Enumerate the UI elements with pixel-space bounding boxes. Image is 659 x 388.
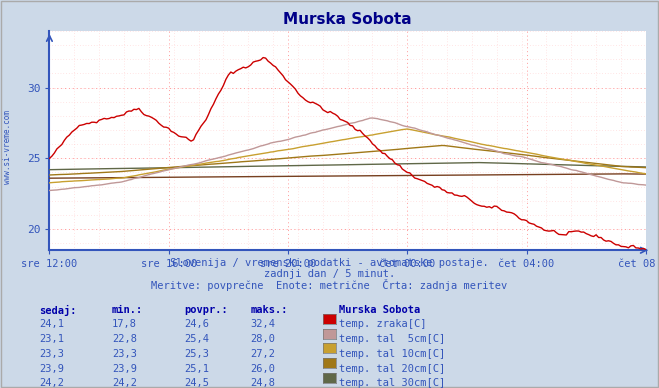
Text: 23,3: 23,3 <box>40 349 65 359</box>
Text: maks.:: maks.: <box>250 305 288 315</box>
Text: min.:: min.: <box>112 305 143 315</box>
Text: 23,9: 23,9 <box>112 364 137 374</box>
Text: povpr.:: povpr.: <box>185 305 228 315</box>
Text: 26,0: 26,0 <box>250 364 275 374</box>
Text: 17,8: 17,8 <box>112 319 137 329</box>
Text: 24,5: 24,5 <box>185 378 210 388</box>
Text: 25,3: 25,3 <box>185 349 210 359</box>
Text: 24,6: 24,6 <box>185 319 210 329</box>
Text: temp. tal 30cm[C]: temp. tal 30cm[C] <box>339 378 445 388</box>
Text: 23,1: 23,1 <box>40 334 65 344</box>
Text: 25,4: 25,4 <box>185 334 210 344</box>
Text: 23,9: 23,9 <box>40 364 65 374</box>
Text: 32,4: 32,4 <box>250 319 275 329</box>
Text: www.si-vreme.com: www.si-vreme.com <box>3 111 13 184</box>
Text: Murska Sobota: Murska Sobota <box>339 305 420 315</box>
Text: temp. tal  5cm[C]: temp. tal 5cm[C] <box>339 334 445 344</box>
Text: 24,2: 24,2 <box>40 378 65 388</box>
Text: 24,2: 24,2 <box>112 378 137 388</box>
Text: 22,8: 22,8 <box>112 334 137 344</box>
Title: Murska Sobota: Murska Sobota <box>283 12 412 27</box>
Text: temp. tal 10cm[C]: temp. tal 10cm[C] <box>339 349 445 359</box>
Text: 23,3: 23,3 <box>112 349 137 359</box>
Text: temp. zraka[C]: temp. zraka[C] <box>339 319 427 329</box>
Text: sedaj:: sedaj: <box>40 305 77 315</box>
Text: 25,1: 25,1 <box>185 364 210 374</box>
Text: zadnji dan / 5 minut.: zadnji dan / 5 minut. <box>264 269 395 279</box>
Text: 28,0: 28,0 <box>250 334 275 344</box>
Text: 24,8: 24,8 <box>250 378 275 388</box>
Text: temp. tal 20cm[C]: temp. tal 20cm[C] <box>339 364 445 374</box>
Text: 24,1: 24,1 <box>40 319 65 329</box>
Text: 27,2: 27,2 <box>250 349 275 359</box>
Text: Meritve: povprečne  Enote: metrične  Črta: zadnja meritev: Meritve: povprečne Enote: metrične Črta:… <box>152 279 507 291</box>
Text: Slovenija / vremenski podatki - avtomatske postaje.: Slovenija / vremenski podatki - avtomats… <box>170 258 489 268</box>
